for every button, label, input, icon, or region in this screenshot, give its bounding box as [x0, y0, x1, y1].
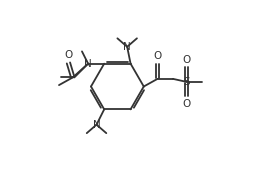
Text: O: O: [183, 54, 191, 65]
Text: O: O: [154, 52, 162, 61]
Text: N: N: [93, 120, 100, 130]
Text: O: O: [183, 99, 191, 109]
Text: N: N: [84, 59, 92, 69]
Text: O: O: [64, 50, 72, 60]
Text: N: N: [123, 42, 131, 52]
Text: S: S: [183, 77, 190, 87]
